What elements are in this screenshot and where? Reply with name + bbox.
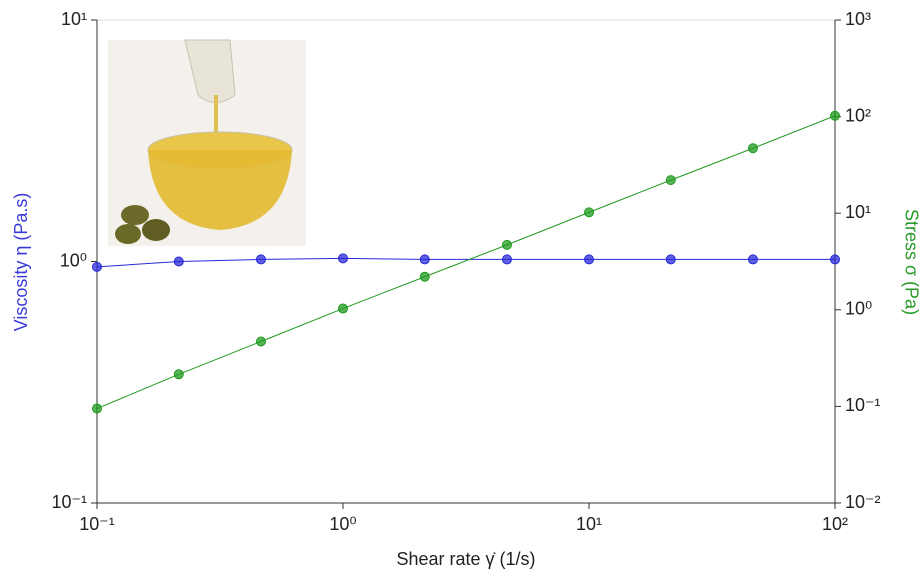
y2-tick-label: 10² — [845, 105, 871, 125]
data-point — [420, 272, 429, 281]
inset-photo — [108, 40, 306, 246]
chart: Shear rate γ̇ (1/s) Viscosity η (Pa.s) S… — [0, 0, 922, 574]
data-point — [420, 255, 429, 264]
data-point — [666, 255, 675, 264]
x-axis-label: Shear rate γ̇ (1/s) — [396, 549, 535, 569]
data-point — [256, 337, 265, 346]
data-point — [174, 257, 183, 266]
x-tick-label: 10⁻¹ — [79, 514, 115, 534]
data-point — [256, 255, 265, 264]
data-point — [93, 262, 102, 271]
data-point — [502, 240, 511, 249]
data-point — [502, 255, 511, 264]
data-point — [666, 176, 675, 185]
data-point — [831, 255, 840, 264]
y-tick-label: 10⁰ — [60, 250, 87, 270]
x-tick-label: 10⁰ — [329, 514, 356, 534]
y-axis-label: Viscosity η (Pa.s) — [11, 193, 31, 332]
y2-tick-label: 10³ — [845, 9, 871, 29]
data-point — [585, 255, 594, 264]
y-tick-label: 10⁻¹ — [51, 492, 87, 512]
y-tick-label: 10¹ — [61, 9, 87, 29]
y2-tick-label: 10¹ — [845, 202, 871, 222]
data-point — [831, 111, 840, 120]
y2-tick-label: 10⁻¹ — [845, 395, 881, 415]
data-point — [93, 404, 102, 413]
data-point — [339, 254, 348, 263]
series-line — [97, 258, 835, 266]
y2-axis-label: Stress σ (Pa) — [901, 209, 921, 315]
data-point — [339, 304, 348, 313]
data-point — [585, 208, 594, 217]
x-tick-label: 10² — [822, 514, 848, 534]
data-point — [748, 255, 757, 264]
y2-tick-label: 10⁻² — [845, 492, 881, 512]
x-tick-label: 10¹ — [576, 514, 602, 534]
data-point — [174, 370, 183, 379]
y2-tick-label: 10⁰ — [845, 299, 872, 319]
data-point — [748, 144, 757, 153]
